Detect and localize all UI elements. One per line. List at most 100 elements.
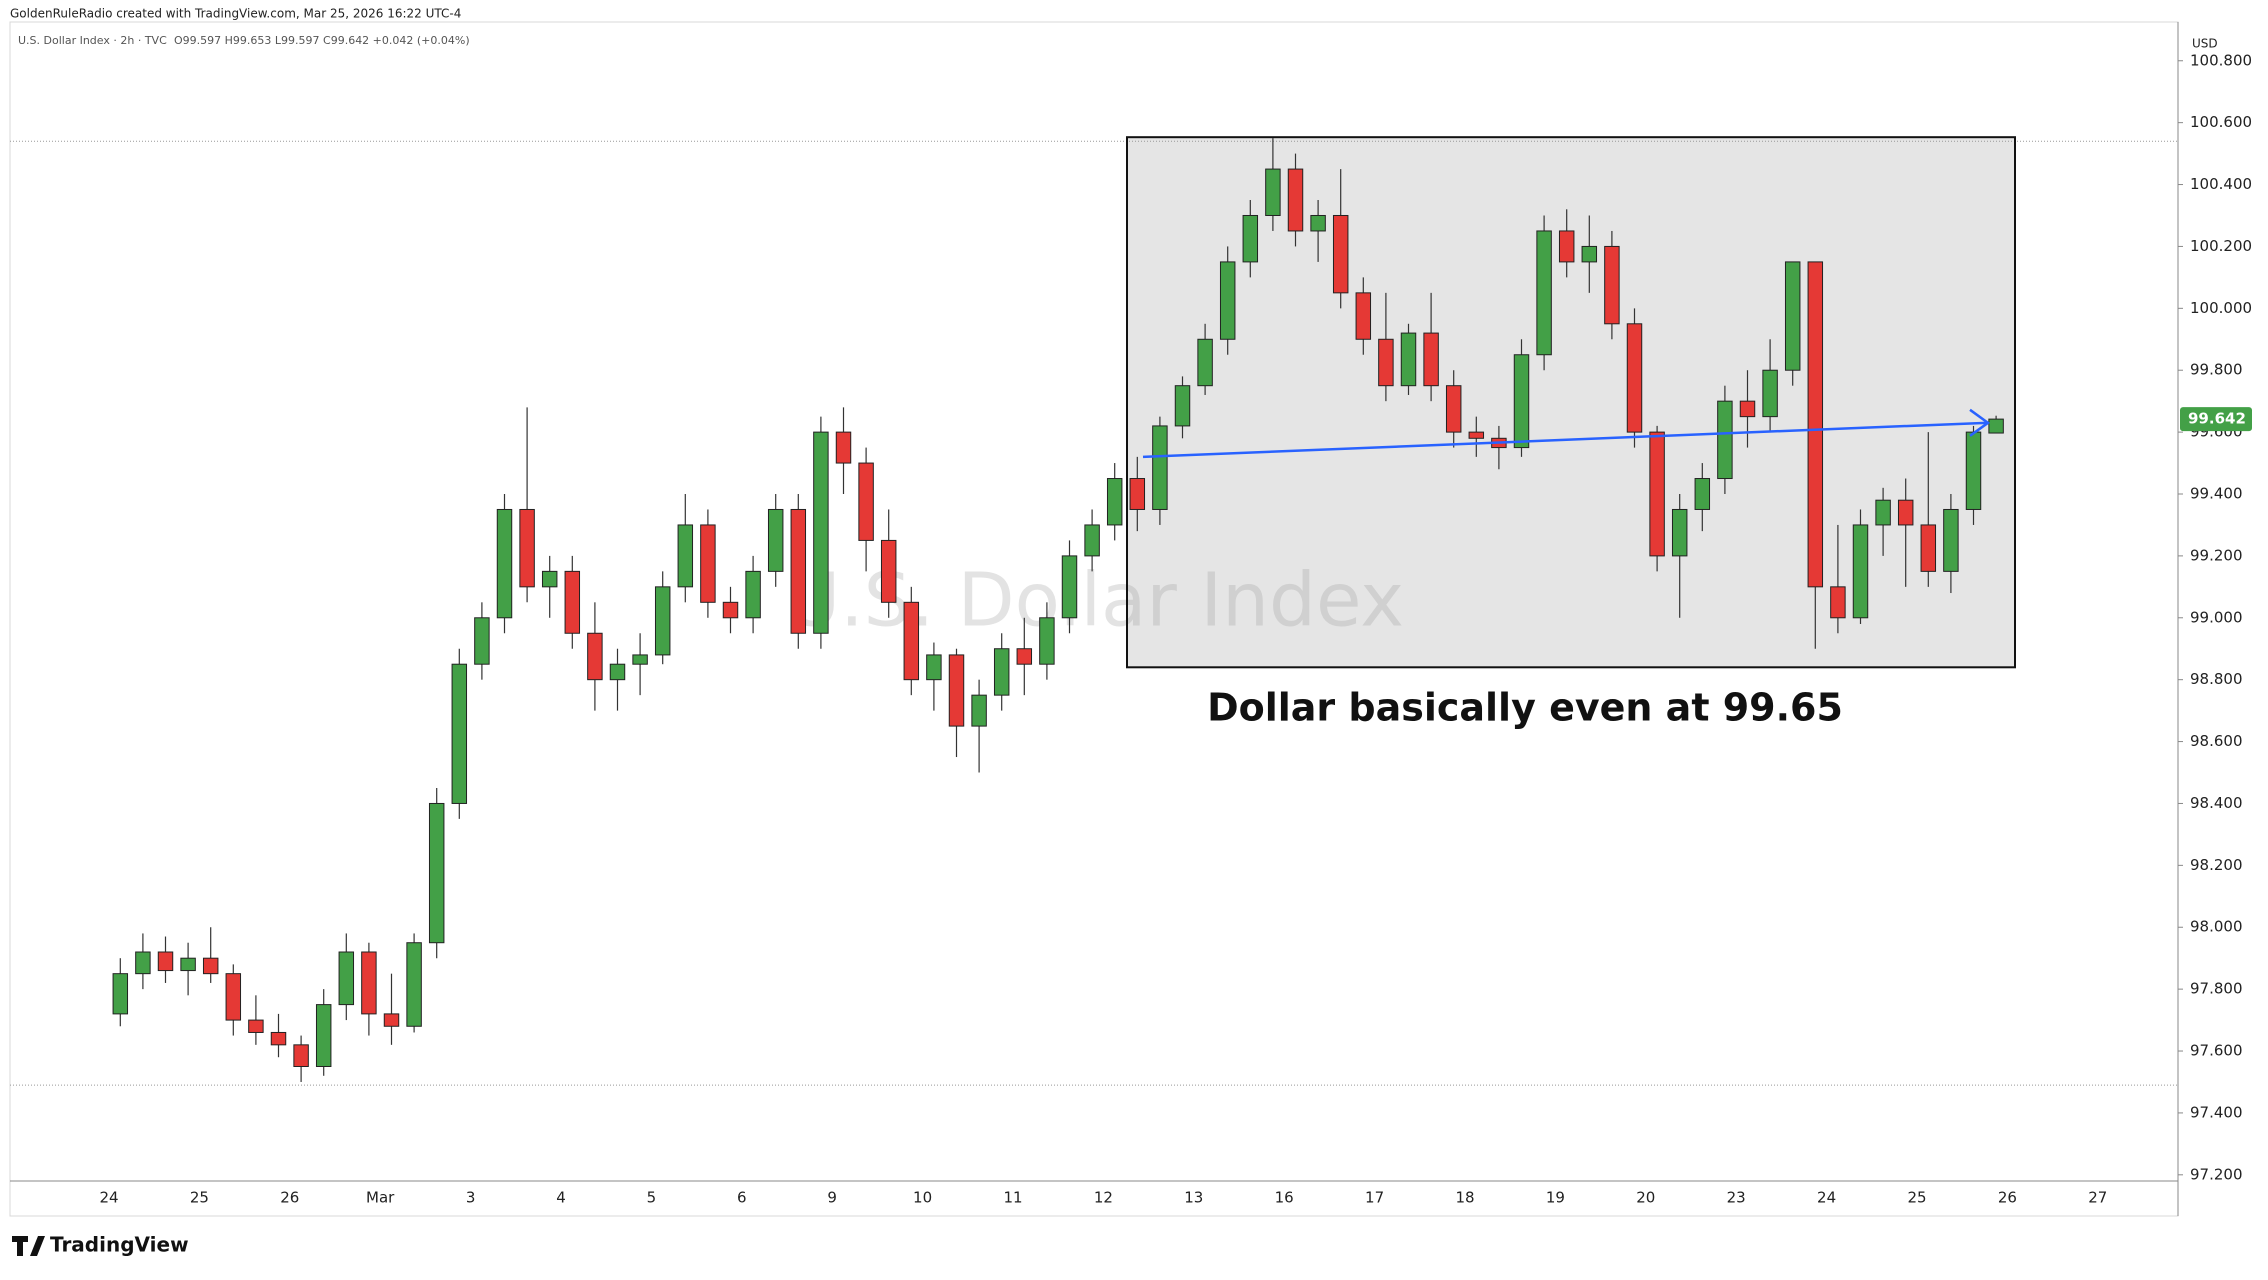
brand: TradingView (50, 1233, 189, 1257)
candle-body (1558, 230, 1575, 263)
y-tick-label: 97.200 (2190, 1165, 2243, 1183)
y-tick-label: 98.800 (2190, 670, 2243, 688)
x-tick-label: 5 (647, 1189, 657, 1207)
candle-body (1219, 261, 1236, 340)
logo-mark (12, 1236, 45, 1256)
candle-body (202, 957, 219, 975)
candle-body (632, 654, 648, 665)
candle-body (1129, 478, 1146, 510)
y-tick-label: 97.800 (2190, 980, 2243, 998)
header: GoldenRuleRadio created with TradingView… (10, 7, 461, 21)
candle-body (1468, 431, 1485, 439)
candle-body (609, 663, 626, 681)
candle-body (700, 524, 716, 603)
brand-logo: TradingView (12, 1233, 189, 1257)
candle-body (1830, 586, 1846, 619)
candle-body (1513, 354, 1530, 449)
x-tick-label: 9 (827, 1189, 837, 1207)
candle-body (813, 431, 829, 634)
x-tick-label: 4 (556, 1189, 566, 1207)
candle-body (1852, 524, 1869, 619)
candle-body (1717, 400, 1733, 480)
candle-body (383, 1013, 400, 1027)
candle-body (1671, 508, 1688, 557)
candle-body (338, 951, 355, 1006)
candle-body (1965, 431, 1982, 510)
x-tick-label: 11 (1003, 1189, 1022, 1207)
candle-body (1536, 230, 1552, 356)
x-tick-label: 13 (1184, 1189, 1203, 1207)
candle-body (1739, 400, 1756, 418)
candle-body (1197, 338, 1213, 387)
ohlc-summary: O99.597 H99.653 L99.597 C99.642 +0.042 (… (174, 34, 470, 47)
candle-body (948, 654, 965, 727)
candle-body (858, 462, 874, 541)
symbol: U.S. Dollar Index · 2h · TVC (18, 34, 167, 47)
y-tick-label: 100.800 (2190, 51, 2252, 69)
candle-body (1287, 168, 1304, 232)
candle-body (1174, 385, 1191, 427)
candle-body (1152, 425, 1168, 510)
candle-body (1762, 369, 1778, 418)
candle-body (1355, 292, 1372, 340)
candle-body (1875, 499, 1891, 526)
y-tick-label: 99.800 (2190, 361, 2243, 379)
y-tick-label: 99.000 (2190, 608, 2243, 626)
candle-body (1378, 338, 1394, 387)
x-tick-label: 25 (190, 1189, 209, 1207)
x-tick-label: 23 (1727, 1189, 1746, 1207)
candle-body (474, 617, 490, 665)
range-box (1126, 136, 2016, 669)
y-tick-label: 98.200 (2190, 856, 2243, 874)
candle-body (1445, 385, 1462, 433)
candle-body (1604, 245, 1620, 325)
candle-body (1084, 524, 1100, 557)
candle-body (1265, 168, 1281, 216)
candle-body (1061, 555, 1078, 619)
x-tick-label: 27 (2088, 1189, 2107, 1207)
candle-body (767, 508, 784, 572)
y-tick-label: 100.200 (2190, 237, 2252, 255)
currency: USD (2192, 37, 2218, 51)
y-tick-label: 99.200 (2190, 546, 2243, 564)
candle-body (654, 586, 671, 656)
x-tick-label: 12 (1094, 1189, 1113, 1207)
x-tick-label: 17 (1365, 1189, 1384, 1207)
candle-body (225, 973, 242, 1021)
y-tick-label: 100.000 (2190, 299, 2252, 317)
candle-body (1332, 214, 1349, 294)
candle-body (1626, 323, 1643, 433)
y-tick-label: 97.600 (2190, 1042, 2243, 1060)
x-tick-label: 26 (1998, 1189, 2017, 1207)
candle-body (1920, 524, 1937, 572)
candle-body (496, 508, 513, 619)
arrow-head (1969, 408, 1991, 437)
candle-body (677, 524, 694, 588)
candle-body (564, 570, 581, 634)
candle-body (1016, 648, 1033, 665)
y-tick-label: 98.000 (2190, 918, 2243, 936)
annotation: Dollar basically even at 99.65 (1207, 686, 1843, 730)
candle-body (1423, 332, 1439, 387)
x-tick-label: 19 (1546, 1189, 1565, 1207)
candle-body (293, 1044, 309, 1068)
x-tick-label: 18 (1455, 1189, 1474, 1207)
y-tick-label: 100.400 (2190, 175, 2252, 193)
candle-body (1242, 214, 1259, 263)
candle-body (1649, 431, 1665, 557)
x-tick-label: 24 (99, 1189, 118, 1207)
candle-body (112, 973, 129, 1015)
x-tick-label: 20 (1636, 1189, 1655, 1207)
x-tick-label: 25 (1907, 1189, 1926, 1207)
candle-body (180, 957, 196, 972)
candle-body (1897, 499, 1914, 526)
y-tick-label: 98.600 (2190, 732, 2243, 750)
candle-body (880, 539, 897, 603)
candle-body (1988, 418, 2004, 434)
y-tick-label: 99.400 (2190, 485, 2243, 503)
candle-body (1400, 332, 1417, 387)
x-tick-label: 6 (737, 1189, 747, 1207)
candle-body (971, 694, 987, 727)
x-tick-label: 3 (466, 1189, 476, 1207)
candle-body (1943, 508, 1959, 572)
